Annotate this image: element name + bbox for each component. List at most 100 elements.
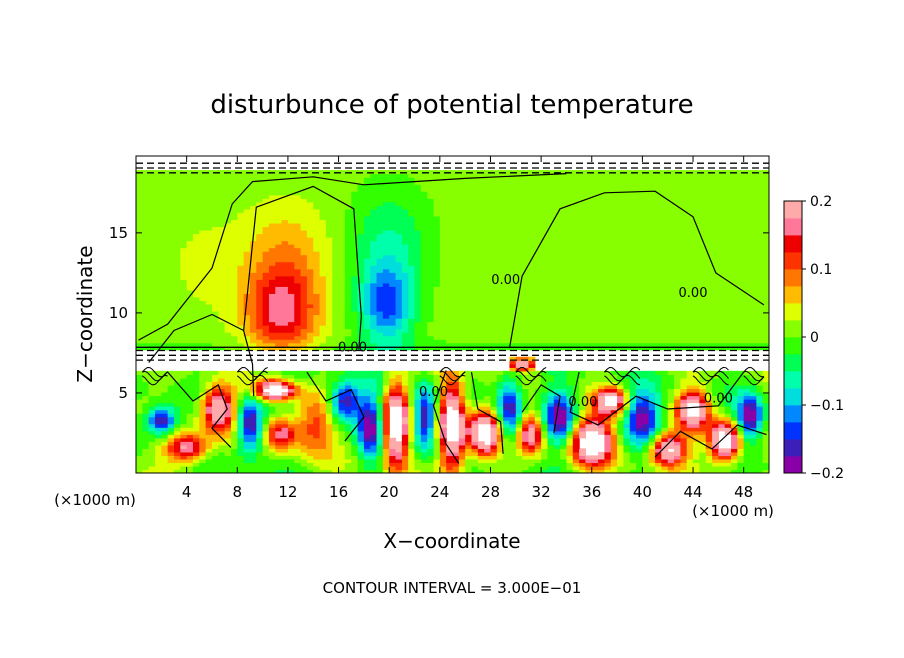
heatmap-cell [414, 346, 422, 351]
heatmap-cell [281, 374, 289, 379]
heatmap-cell [243, 339, 251, 344]
heatmap-cell [452, 448, 460, 453]
heatmap-cell [598, 310, 606, 316]
heatmap-cell [363, 272, 371, 277]
heatmap-cell [743, 441, 751, 446]
heatmap-cell [560, 374, 568, 379]
heatmap-cell [395, 346, 403, 351]
heatmap-cell [401, 384, 409, 390]
heatmap-cell [591, 321, 599, 326]
heatmap-cell [718, 420, 726, 425]
heatmap-cell [534, 423, 542, 428]
heatmap-cell [287, 430, 295, 435]
heatmap-cell [642, 391, 650, 397]
heatmap-cell [553, 328, 561, 333]
heatmap-cell [382, 423, 390, 428]
heatmap-cell [655, 342, 662, 347]
heatmap-cell [509, 402, 517, 407]
heatmap-cell [566, 451, 574, 456]
heatmap-cell [332, 321, 340, 326]
heatmap-cell [515, 303, 523, 309]
heatmap-cell [655, 413, 662, 418]
heatmap-cell [762, 448, 769, 453]
heatmap-cell [287, 469, 295, 473]
heatmap-cell [655, 293, 662, 298]
heatmap-cell [490, 325, 498, 330]
heatmap-cell [420, 335, 428, 340]
heatmap-cell [351, 384, 359, 390]
heatmap-cell [515, 325, 523, 330]
heatmap-cell [148, 272, 156, 277]
heatmap-cell [136, 462, 143, 467]
heatmap-cell [376, 325, 384, 330]
heatmap-cell [490, 451, 498, 456]
heatmap-cell [281, 282, 289, 287]
heatmap-cell [490, 321, 498, 326]
heatmap-cell [249, 296, 257, 302]
heatmap-cell [718, 427, 726, 432]
heatmap-cell [389, 286, 397, 291]
heatmap-cell [674, 282, 681, 287]
heatmap-cell [262, 441, 270, 446]
heatmap-cell [541, 318, 549, 323]
heatmap-cell [237, 430, 245, 435]
heatmap-cell [433, 420, 441, 425]
heatmap-cell [604, 335, 612, 340]
heatmap-cell [623, 455, 631, 460]
heatmap-cell [256, 469, 264, 473]
heatmap-cell [693, 286, 700, 291]
heatmap-cell [180, 310, 188, 316]
heatmap-cell [281, 318, 289, 323]
heatmap-cell [230, 272, 238, 277]
heatmap-cell [256, 370, 264, 375]
heatmap-cell [148, 310, 156, 316]
heatmap-cell [401, 310, 409, 316]
heatmap-cell [294, 395, 302, 400]
heatmap-cell [705, 314, 713, 319]
heatmap-cell [610, 342, 618, 347]
heatmap-cell [610, 434, 618, 439]
heatmap-cell [395, 286, 403, 291]
heatmap-cell [465, 307, 473, 312]
heatmap-cell [268, 342, 276, 347]
heatmap-cell [724, 300, 732, 305]
heatmap-cell [547, 314, 555, 319]
heatmap-cell [686, 437, 694, 442]
heatmap-cell [610, 451, 618, 456]
heatmap-cell [585, 391, 593, 397]
heatmap-cell [136, 399, 143, 404]
heatmap-cell [591, 399, 599, 404]
heatmap-cell [332, 325, 340, 330]
heatmap-cell [629, 303, 637, 309]
heatmap-cell [161, 321, 169, 326]
heatmap-cell [408, 381, 416, 386]
heatmap-cell [357, 388, 365, 393]
heatmap-cell [471, 384, 479, 390]
heatmap-cell [313, 437, 321, 442]
heatmap-cell [743, 458, 751, 464]
heatmap-cell [484, 444, 492, 449]
heatmap-cell [623, 321, 631, 326]
heatmap-cell [167, 275, 175, 280]
heatmap-cell [629, 342, 637, 347]
heatmap-cell [471, 455, 479, 460]
heatmap-cell [737, 441, 745, 446]
heatmap-cell [199, 413, 207, 418]
heatmap-cell [275, 300, 283, 305]
heatmap-cell [224, 300, 232, 305]
heatmap-cell [230, 296, 238, 302]
heatmap-cell [142, 332, 150, 337]
heatmap-cell [224, 465, 232, 471]
heatmap-cell [579, 332, 587, 337]
heatmap-cell [750, 434, 757, 439]
heatmap-cell [224, 339, 232, 344]
heatmap-cell [452, 458, 460, 464]
heatmap-cell [503, 427, 511, 432]
heatmap-cell [433, 462, 441, 467]
heatmap-cell [136, 458, 143, 464]
heatmap-cell [743, 370, 751, 375]
heatmap-cell [154, 275, 162, 280]
heatmap-cell [389, 300, 397, 305]
heatmap-cell [617, 395, 625, 400]
